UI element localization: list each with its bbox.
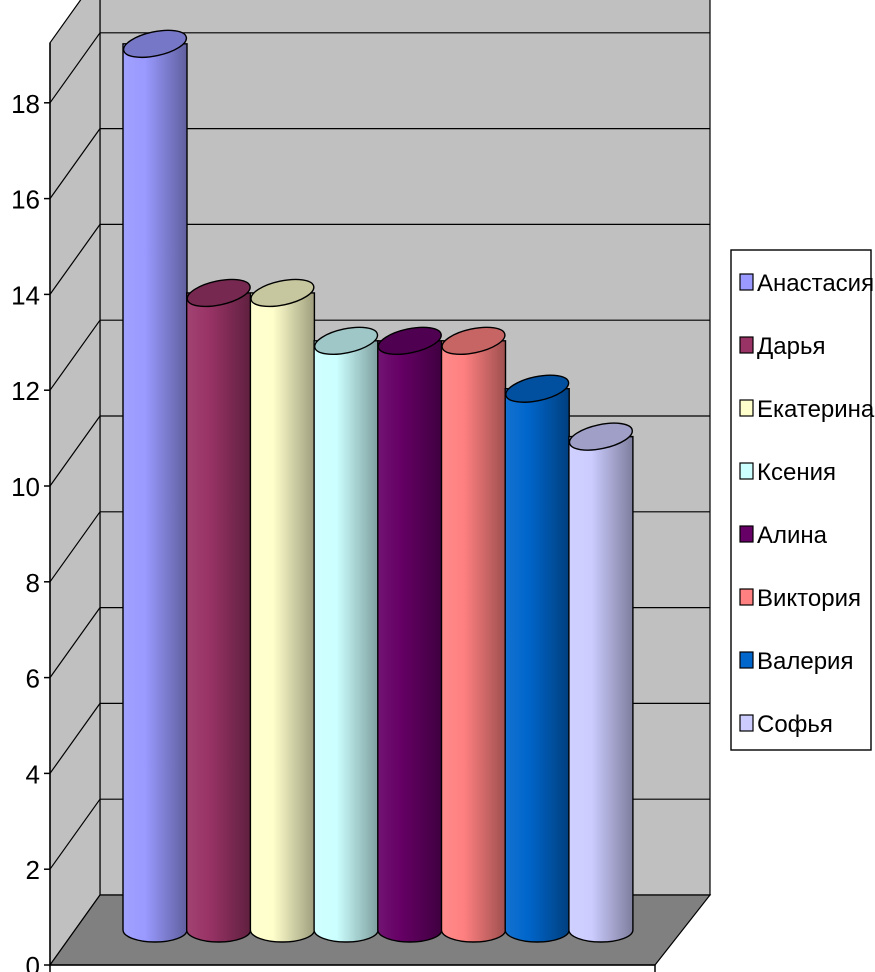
legend-item: Ксения — [739, 459, 836, 486]
legend-item: Анастасия — [739, 270, 874, 297]
bar-top — [122, 29, 188, 59]
legend-box — [730, 249, 872, 751]
legend-label: Екатерина — [757, 396, 875, 423]
legend-swatch — [739, 714, 754, 732]
legend-label: Софья — [757, 711, 833, 738]
y-tick-label: 16 — [11, 185, 40, 215]
gridline-side — [49, 319, 101, 391]
bar-top — [186, 278, 251, 308]
legend: Анастасия Дарья Екатерина Ксения Алина Виктор… — [730, 249, 875, 751]
legend-item: Дарья — [739, 333, 825, 360]
y-tick-label: 8 — [26, 568, 40, 598]
y-tick-label: 14 — [11, 280, 40, 310]
y-tick-label: 0 — [26, 951, 40, 972]
bar-body — [504, 388, 570, 943]
bar — [377, 326, 443, 943]
bar-top — [314, 326, 379, 356]
bar-body — [440, 340, 507, 943]
bar-top — [377, 326, 442, 356]
bar-top — [568, 422, 634, 451]
gridline-side — [49, 415, 101, 487]
legend-swatch — [739, 651, 754, 669]
bars — [122, 29, 634, 943]
bar-body — [377, 340, 443, 943]
bar — [568, 422, 634, 943]
legend-label: Анастасия — [757, 270, 874, 297]
y-tick-label: 12 — [11, 376, 40, 406]
legend-swatch — [739, 336, 754, 354]
gridline-side — [49, 224, 101, 295]
bar — [440, 326, 507, 943]
legend-item: Виктория — [739, 585, 861, 612]
bar — [313, 326, 379, 943]
legend-item: Валерия — [739, 648, 853, 675]
legend-label: Валерия — [757, 648, 853, 675]
legend-item: Екатерина — [739, 396, 875, 423]
gridline-side — [49, 511, 101, 583]
gridline-side — [49, 607, 101, 678]
y-tick-label: 10 — [11, 472, 40, 502]
y-tick-label: 2 — [26, 855, 40, 885]
bar-top — [505, 374, 570, 403]
legend-label: Ксения — [757, 459, 836, 486]
legend-item: Софья — [739, 711, 833, 738]
gridline-side — [49, 703, 101, 774]
bar — [122, 29, 188, 943]
bar-body — [313, 340, 379, 943]
bar-body — [122, 43, 188, 943]
legend-item: Алина — [739, 522, 828, 549]
bar-body — [186, 292, 252, 943]
legend-swatch — [739, 462, 754, 480]
legend-swatch — [739, 588, 754, 606]
gridline-side — [49, 128, 101, 199]
legend-swatch — [739, 525, 754, 543]
y-tick-label: 4 — [26, 759, 40, 789]
bar — [249, 278, 316, 943]
side-wall — [49, 0, 101, 967]
legend-label: Дарья — [757, 333, 825, 360]
legend-swatch — [739, 273, 754, 291]
legend-label: Виктория — [757, 585, 861, 612]
bar-top — [250, 278, 315, 308]
gridline-side — [49, 32, 101, 104]
y-tick-label: 6 — [26, 664, 40, 694]
bar-body — [568, 435, 634, 943]
bar-top — [441, 326, 506, 356]
legend-label: Алина — [757, 522, 828, 549]
bar — [504, 374, 570, 943]
gridline-side — [49, 798, 101, 870]
y-tick-label: 18 — [11, 89, 40, 119]
legend-swatch — [739, 399, 754, 417]
bar — [186, 278, 252, 943]
bar-body — [249, 292, 316, 943]
y-axis: 0 2 4 6 8 10 12 14 16 18 — [11, 42, 656, 972]
